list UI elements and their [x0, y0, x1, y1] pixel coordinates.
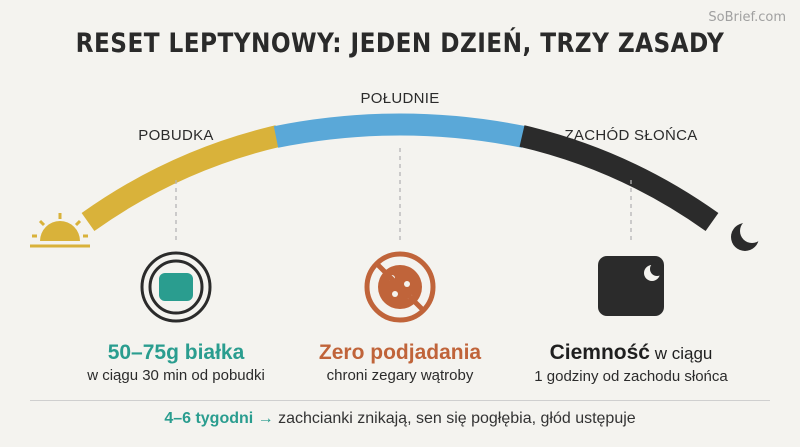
- footer-highlight: 4–6 tygodni →: [164, 410, 274, 427]
- no-cookie-icon: [364, 251, 436, 323]
- phase-label-sunset: ZACHÓD SŁOŃCA: [564, 127, 698, 144]
- rule-no-snacking-sub: chroni zegary wątroby: [326, 367, 474, 384]
- rule-darkness-head-suffix: w ciągu: [650, 344, 713, 363]
- rule-no-snacking-head: Zero podjadania: [318, 341, 482, 364]
- divider: [30, 400, 770, 401]
- rule-protein-head: 50–75g białka: [107, 341, 245, 364]
- arc-noon-segment: [273, 113, 527, 148]
- watermark: SoBrief.com: [708, 10, 786, 25]
- dark-window-moon-icon: [598, 256, 664, 316]
- phase-label-morning: POBUDKA: [138, 127, 214, 144]
- footer-text: zachcianki znikają, sen się pogłębia, gł…: [273, 410, 636, 427]
- arc-night-segment: [519, 125, 719, 231]
- footer: 4–6 tygodni → zachcianki znikają, sen si…: [0, 410, 800, 428]
- protein-bar-icon: [140, 251, 212, 323]
- rule-darkness: Ciemność w ciągu 1 godziny od zachodu sł…: [506, 340, 756, 387]
- rule-darkness-sub: 1 godziny od zachodu słońca: [534, 368, 728, 385]
- phase-label-noon: POŁUDNIE: [360, 90, 440, 107]
- rule-protein-sub: w ciągu 30 min od pobudki: [87, 367, 265, 384]
- moon-icon: [731, 219, 764, 251]
- arc-morning-segment: [81, 125, 281, 231]
- rule-protein: 50–75g białka w ciągu 30 min od pobudki: [56, 340, 296, 386]
- sunrise-icon: [30, 213, 90, 248]
- rule-no-snacking: Zero podjadania chroni zegary wątroby: [290, 340, 510, 386]
- page-title: RESET LEPTYNOWY: JEDEN DZIEŃ, TRZY ZASAD…: [75, 28, 725, 59]
- rule-darkness-head: Ciemność: [549, 341, 650, 364]
